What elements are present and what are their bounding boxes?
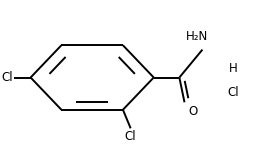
Text: H: H xyxy=(229,62,238,75)
Text: Cl: Cl xyxy=(1,71,13,84)
Text: H₂N: H₂N xyxy=(186,30,209,43)
Text: O: O xyxy=(188,105,197,118)
Text: Cl: Cl xyxy=(227,86,239,100)
Text: Cl: Cl xyxy=(125,130,136,143)
